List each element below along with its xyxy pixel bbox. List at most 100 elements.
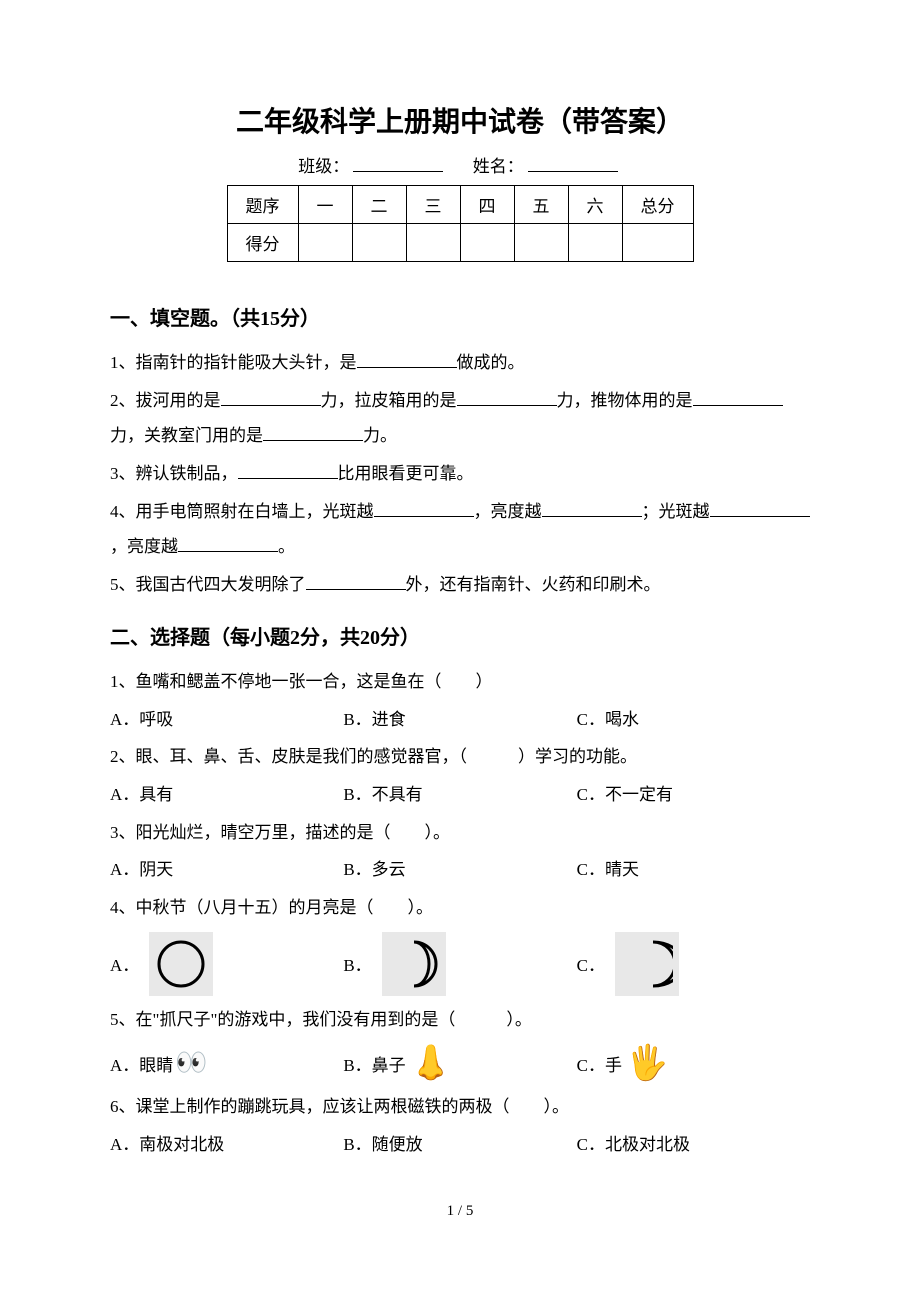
blank[interactable] <box>710 500 810 517</box>
opt-a-label: A． <box>110 951 139 976</box>
opt-b-label: B．鼻子 <box>343 1051 405 1076</box>
opt-a[interactable]: A．南极对北极 <box>110 1127 343 1163</box>
opt-b[interactable]: B． <box>343 932 576 996</box>
class-label: 班级： <box>298 157 349 176</box>
name-blank[interactable] <box>528 171 618 172</box>
text: ，亮度越 <box>110 537 178 556</box>
opt-b[interactable]: B．鼻子 👃 <box>343 1043 576 1083</box>
q2-1: 1、鱼嘴和鳃盖不停地一张一合，这是鱼在（ ） <box>110 664 810 700</box>
q1-5: 5、我国古代四大发明除了外，还有指南针、火药和印刷术。 <box>110 567 810 603</box>
blank[interactable] <box>693 389 783 406</box>
q2-4-options: A． B． C． <box>110 932 810 996</box>
cell-label: 得分 <box>227 224 298 262</box>
nose-icon: 👃 <box>410 1043 452 1083</box>
blank[interactable] <box>542 500 642 517</box>
text: 力，拉皮箱用的是 <box>321 391 457 410</box>
blank[interactable] <box>263 424 363 441</box>
opt-a[interactable]: A． <box>110 932 343 996</box>
name-label: 姓名： <box>473 157 524 176</box>
exam-title: 二年级科学上册期中试卷（带答案） <box>110 100 810 140</box>
info-line: 班级： 姓名： <box>110 152 810 177</box>
opt-c[interactable]: C．晴天 <box>577 852 810 888</box>
cell: 五 <box>514 186 568 224</box>
q2-3: 3、阳光灿烂，晴空万里，描述的是（ ）。 <box>110 815 810 851</box>
q1-2: 2、拔河用的是 力，拉皮箱用的是 力，推物体用的是力，关教室门用的是 力。 <box>110 383 810 454</box>
opt-a[interactable]: A．阴天 <box>110 852 343 888</box>
opt-c-label: C．手 <box>577 1051 622 1076</box>
text: ；光斑越 <box>642 502 710 521</box>
q2-5: 5、在"抓尺子"的游戏中，我们没有用到的是（ ）。 <box>110 1002 810 1038</box>
score-table: 题序 一 二 三 四 五 六 总分 得分 <box>227 185 694 262</box>
section1-title: 一、填空题。（共15分） <box>110 302 810 331</box>
text: 1、指南针的指针能吸大头针，是 <box>110 353 357 372</box>
page-number: 1 / 5 <box>110 1203 810 1220</box>
cell-blank[interactable] <box>298 224 352 262</box>
opt-a[interactable]: A．眼睛 👀 <box>110 1048 343 1078</box>
opt-b[interactable]: B．不具有 <box>343 777 576 813</box>
q2-2-options: A．具有 B．不具有 C．不一定有 <box>110 777 810 813</box>
table-row: 得分 <box>227 224 693 262</box>
opt-c-label: C． <box>577 951 605 976</box>
text: 5、我国古代四大发明除了 <box>110 575 306 594</box>
gibbous-moon-icon <box>382 932 446 996</box>
cell: 六 <box>568 186 622 224</box>
q1-3: 3、辨认铁制品， 比用眼看更可靠。 <box>110 456 810 492</box>
cell-blank[interactable] <box>352 224 406 262</box>
q2-6: 6、课堂上制作的蹦跳玩具，应该让两根磁铁的两极（ ）。 <box>110 1089 810 1125</box>
blank[interactable] <box>357 351 457 368</box>
cell-blank[interactable] <box>514 224 568 262</box>
text: 。 <box>278 537 295 556</box>
blank[interactable] <box>306 573 406 590</box>
text: 2、拔河用的是 <box>110 391 221 410</box>
opt-b[interactable]: B．多云 <box>343 852 576 888</box>
opt-c[interactable]: C． <box>577 932 810 996</box>
cell-label: 题序 <box>227 186 298 224</box>
q2-2: 2、眼、耳、鼻、舌、皮肤是我们的感觉器官，（ ）学习的功能。 <box>110 739 810 775</box>
eyes-icon: 👀 <box>175 1048 207 1078</box>
q2-4: 4、中秋节（八月十五）的月亮是（ ）。 <box>110 890 810 926</box>
text: ，亮度越 <box>474 502 542 521</box>
opt-b[interactable]: B．进食 <box>343 702 576 738</box>
crescent-moon-icon <box>615 932 679 996</box>
opt-a[interactable]: A．呼吸 <box>110 702 343 738</box>
q2-3-options: A．阴天 B．多云 C．晴天 <box>110 852 810 888</box>
cell-blank[interactable] <box>460 224 514 262</box>
text: 力。 <box>363 426 397 445</box>
opt-b-label: B． <box>343 951 371 976</box>
blank[interactable] <box>221 389 321 406</box>
opt-b[interactable]: B．随便放 <box>343 1127 576 1163</box>
opt-c[interactable]: C．手 🖐 <box>577 1043 810 1083</box>
opt-c[interactable]: C．不一定有 <box>577 777 810 813</box>
class-blank[interactable] <box>353 171 443 172</box>
text: 比用眼看更可靠。 <box>338 464 474 483</box>
cell: 二 <box>352 186 406 224</box>
blank[interactable] <box>457 389 557 406</box>
blank[interactable] <box>238 462 338 479</box>
opt-a-label: A．眼睛 <box>110 1051 173 1076</box>
q2-5-options: A．眼睛 👀 B．鼻子 👃 C．手 🖐 <box>110 1043 810 1083</box>
text: 力，关教室门用的是 <box>110 426 263 445</box>
cell-blank[interactable] <box>568 224 622 262</box>
cell: 三 <box>406 186 460 224</box>
cell-blank[interactable] <box>622 224 693 262</box>
cell: 一 <box>298 186 352 224</box>
cell: 四 <box>460 186 514 224</box>
opt-c[interactable]: C．喝水 <box>577 702 810 738</box>
q1-1: 1、指南针的指针能吸大头针，是 做成的。 <box>110 345 810 381</box>
blank[interactable] <box>374 500 474 517</box>
text: 力，推物体用的是 <box>557 391 693 410</box>
table-row: 题序 一 二 三 四 五 六 总分 <box>227 186 693 224</box>
cell: 总分 <box>622 186 693 224</box>
text: 3、辨认铁制品， <box>110 464 238 483</box>
cell-blank[interactable] <box>406 224 460 262</box>
text: 4、用手电筒照射在白墙上，光斑越 <box>110 502 374 521</box>
q1-4: 4、用手电筒照射在白墙上，光斑越，亮度越；光斑越，亮度越。 <box>110 494 810 565</box>
full-moon-icon <box>149 932 213 996</box>
q2-1-options: A．呼吸 B．进食 C．喝水 <box>110 702 810 738</box>
opt-c[interactable]: C．北极对北极 <box>577 1127 810 1163</box>
text: 做成的。 <box>457 353 525 372</box>
section2-title: 二、选择题（每小题2分，共20分） <box>110 621 810 650</box>
blank[interactable] <box>178 535 278 552</box>
hand-icon: 🖐 <box>626 1043 668 1083</box>
opt-a[interactable]: A．具有 <box>110 777 343 813</box>
